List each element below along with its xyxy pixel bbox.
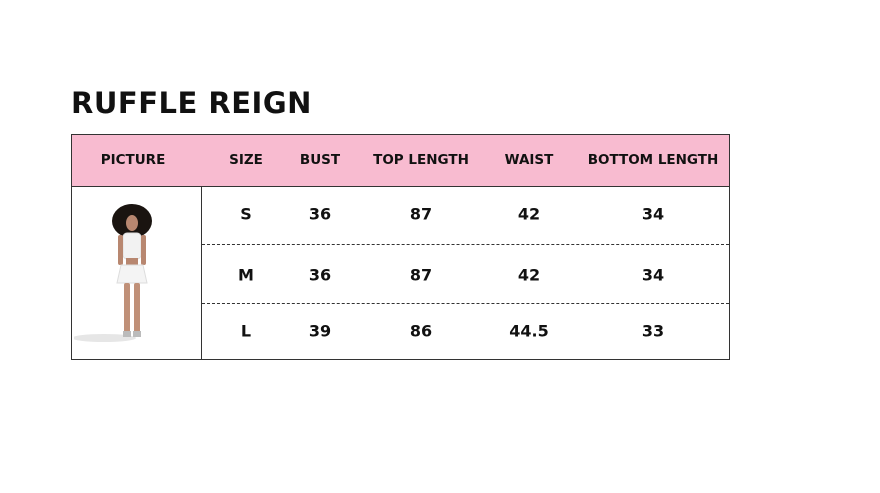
- cell-bust: 39: [308, 321, 332, 341]
- cell-top-length: 87: [409, 265, 433, 285]
- header-waist: WAIST: [504, 152, 554, 168]
- cell-size: M: [238, 265, 254, 285]
- size-chart-table: PICTURE SIZE BUST TOP LENGTH WAIST BOTTO…: [71, 134, 730, 360]
- row-divider: [202, 244, 729, 245]
- table-header: PICTURE SIZE BUST TOP LENGTH WAIST BOTTO…: [72, 135, 729, 187]
- cell-bottom-length: 34: [641, 265, 665, 285]
- cell-bottom-length: 33: [641, 321, 665, 341]
- header-top-length: TOP LENGTH: [373, 152, 469, 168]
- cell-waist: 44.5: [509, 321, 549, 341]
- cell-bottom-length: 34: [641, 204, 665, 224]
- column-divider: [201, 186, 202, 359]
- cell-top-length: 87: [409, 204, 433, 224]
- header-size: SIZE: [229, 152, 263, 168]
- cell-bust: 36: [308, 204, 332, 224]
- page-title: RUFFLE REIGN: [71, 86, 312, 120]
- cell-size: L: [240, 321, 252, 341]
- row-divider: [202, 303, 729, 304]
- cell-waist: 42: [517, 204, 541, 224]
- cell-waist: 42: [517, 265, 541, 285]
- header-bottom-length: BOTTOM LENGTH: [587, 152, 719, 168]
- model-photo: [74, 204, 152, 342]
- header-picture: PICTURE: [100, 152, 166, 168]
- cell-bust: 36: [308, 265, 332, 285]
- header-bust: BUST: [299, 152, 341, 168]
- cell-top-length: 86: [409, 321, 433, 341]
- cell-size: S: [240, 204, 252, 224]
